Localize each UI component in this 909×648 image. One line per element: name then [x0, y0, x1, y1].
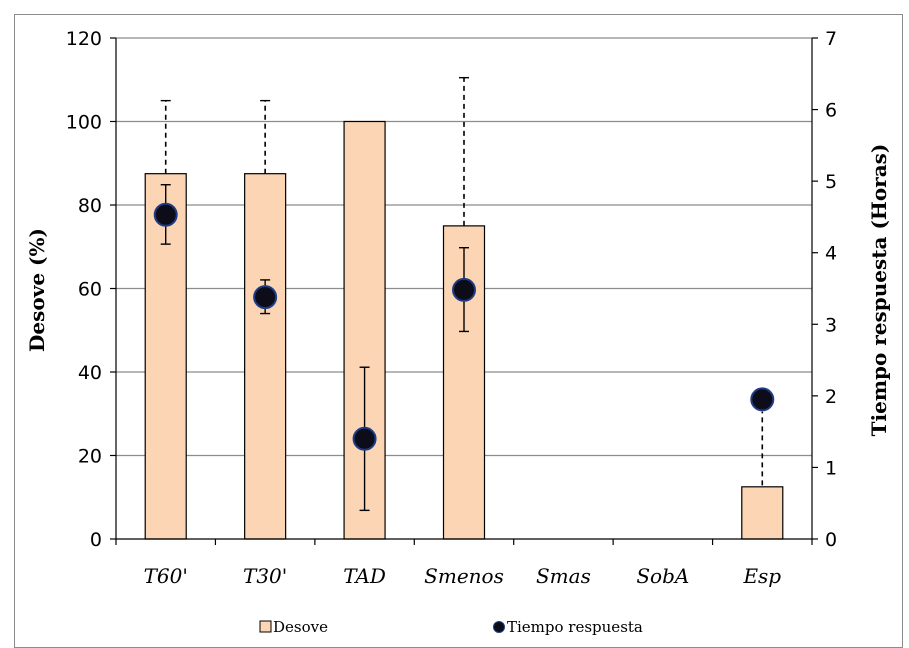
bar [741, 486, 784, 540]
legend-label-desove: Desove [273, 618, 328, 636]
x-tick-label: Smas [536, 564, 591, 588]
points [153, 202, 775, 451]
y-left-tick-label: 0 [90, 529, 102, 551]
x-tick-label: T30' [243, 564, 287, 588]
y-left-tick-label: 120 [66, 28, 102, 50]
y-right-tick-label: 3 [825, 314, 837, 336]
y-left-tick-label: 100 [66, 112, 102, 134]
legend: Desove Tiempo respuesta [259, 618, 643, 636]
y-right-tick-label: 7 [825, 28, 837, 50]
axes [110, 37, 818, 545]
y-left-tick-label: 40 [78, 362, 102, 384]
y-left-tick-label: 80 [78, 195, 102, 217]
bar [244, 173, 287, 540]
y-left-tick-label: 20 [78, 446, 102, 468]
x-tick-label: Smenos [424, 564, 504, 588]
gridlines [116, 37, 812, 457]
legend-marker-tiempo [493, 621, 505, 633]
y-right-tick-label: 1 [825, 457, 837, 479]
y-left-axis-title: Desove (%) [25, 228, 49, 352]
data-point [352, 426, 377, 451]
y-right-tick-label: 6 [825, 100, 837, 122]
x-tick-label: SobA [636, 564, 689, 588]
data-point [153, 202, 178, 227]
y-right-tick-label: 4 [825, 243, 837, 265]
data-point [750, 387, 775, 412]
legend-swatch-desove [259, 620, 272, 633]
y-left-tick-label: 60 [78, 279, 102, 301]
y-right-tick-label: 0 [825, 529, 837, 551]
x-tick-label: Esp [742, 564, 781, 588]
legend-label-tiempo: Tiempo respuesta [507, 618, 643, 636]
y-right-tick-label: 2 [825, 386, 837, 408]
x-tick-label: T60' [144, 564, 188, 588]
labels: 0 20 40 60 80 100 120 0 1 2 3 4 5 6 7 T60' T30' TAD Smenos… [66, 28, 837, 588]
data-point [452, 277, 476, 302]
x-tick-label: TAD [343, 564, 386, 588]
data-point [253, 285, 278, 310]
y-right-tick-label: 5 [825, 171, 837, 193]
y-right-axis-title: Tiempo respuesta (Horas) [867, 144, 891, 437]
